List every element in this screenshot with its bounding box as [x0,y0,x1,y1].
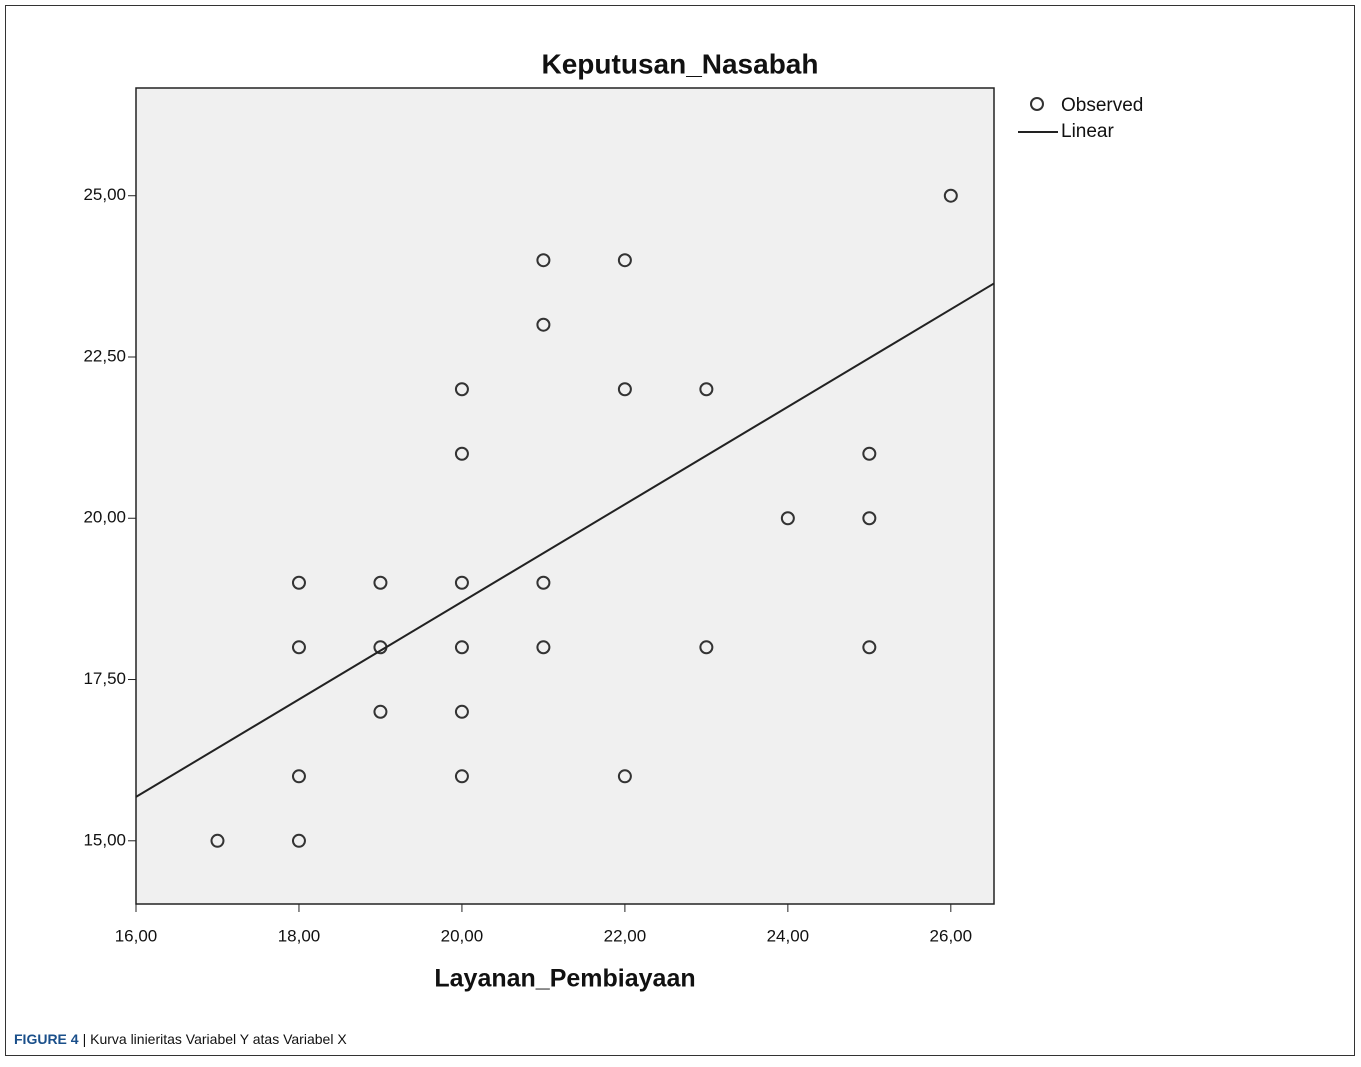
point [862,640,877,655]
point [454,640,469,655]
point [699,382,714,397]
x-tick-label: 16,00 [115,926,158,945]
point [454,769,469,784]
chart-title: Keputusan_Nasabah [542,48,819,79]
x-tick-label: 18,00 [278,926,321,945]
y-tick-label: 25,00 [83,185,126,204]
legend-marker [1030,97,1044,111]
y-tick-label: 17,50 [83,669,126,688]
point [536,317,551,332]
point [536,575,551,590]
point [943,188,958,203]
legend-label: Observed [1061,95,1143,116]
point [291,575,306,590]
x-tick-label: 24,00 [767,926,810,945]
point [454,446,469,461]
point [617,382,632,397]
point [291,640,306,655]
point [617,253,632,268]
legend-label: Linear [1061,121,1114,142]
point [617,769,632,784]
point [454,704,469,719]
point [536,253,551,268]
point [454,575,469,590]
point [373,575,388,590]
x-axis-label: Layanan_Pembiayaan [434,965,695,993]
caption-text: | Kurva linieritas Variabel Y atas Varia… [83,1031,348,1047]
point [862,511,877,526]
plot-area [135,87,995,905]
point [291,833,306,848]
x-tick-label: 26,00 [930,926,973,945]
y-tick-label: 20,00 [83,508,126,527]
point [862,446,877,461]
x-tick-label: 22,00 [604,926,647,945]
point [780,511,795,526]
point [373,704,388,719]
y-tick-label: 15,00 [83,830,126,849]
point [210,833,225,848]
caption: FIGURE 4 | Kurva linieritas Variabel Y at… [14,1031,347,1047]
caption-label: FIGURE 4 [14,1031,79,1047]
y-tick-label: 22,50 [83,346,126,365]
point [454,382,469,397]
x-tick-label: 20,00 [441,926,484,945]
fit-line [135,282,995,798]
point [699,640,714,655]
point [291,769,306,784]
point [536,640,551,655]
